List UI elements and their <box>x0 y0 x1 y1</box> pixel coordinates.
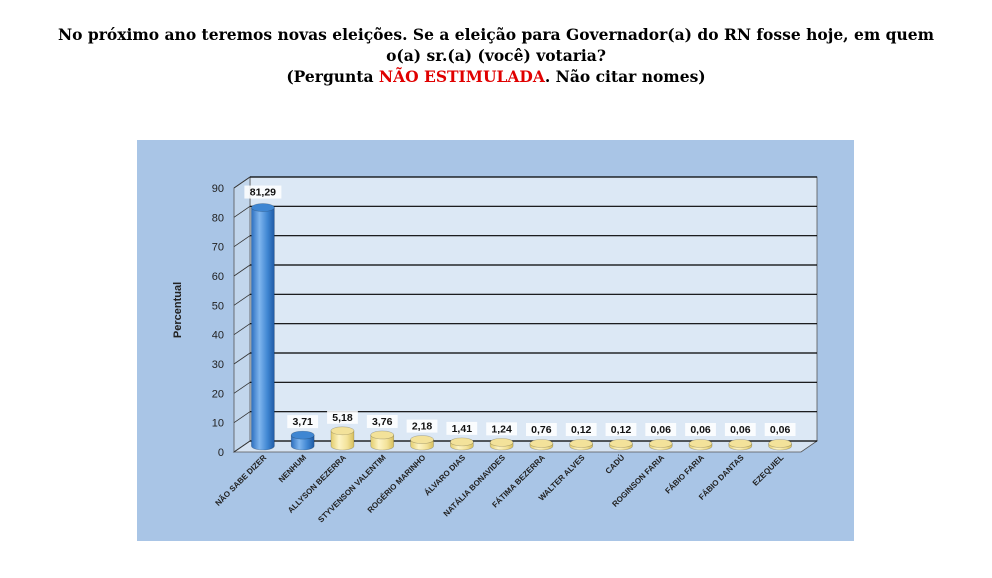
data-label: 0,76 <box>531 424 552 436</box>
bar-top <box>251 203 275 212</box>
gridline-side <box>233 440 251 453</box>
data-label-bg <box>685 423 716 436</box>
bar-top <box>688 439 713 448</box>
bar-top <box>768 439 792 448</box>
title-line-1: No próximo ano teremos novas eleições. S… <box>58 25 934 44</box>
bar <box>370 434 395 451</box>
x-tick-label: NENHUM <box>277 453 308 484</box>
bar-top <box>728 439 753 448</box>
bar <box>330 430 355 451</box>
y-tick-label: 20 <box>212 388 224 400</box>
data-label: 81,29 <box>250 187 276 199</box>
data-label-bg <box>645 423 677 436</box>
bar-top <box>290 430 315 440</box>
data-label-bg <box>525 423 557 436</box>
data-label: 0,06 <box>690 424 711 436</box>
data-label: 0,06 <box>651 424 672 436</box>
data-label: 0,06 <box>770 424 791 436</box>
x-tick-label: FÁBIO FARIA <box>663 453 706 496</box>
plot-group: 0 10 20 30 40 50 60 70 80 90 Percentual 81,29 NÃO SA… <box>172 176 819 525</box>
data-label: 0,06 <box>730 424 751 436</box>
gridline-side <box>233 323 251 335</box>
plot-side-wall <box>233 176 251 453</box>
y-tick-label: 70 <box>212 242 224 254</box>
data-label: 5,18 <box>332 412 353 424</box>
data-label-bg <box>724 423 756 436</box>
chart-title: No próximo ano teremos novas eleições. S… <box>0 24 992 87</box>
data-label: 1,41 <box>452 423 473 435</box>
y-tick-label: 30 <box>212 359 224 371</box>
data-label-bg <box>406 419 438 433</box>
data-label-bg <box>327 410 358 424</box>
title-line-2: o(a) sr.(a) (você) votaria? <box>386 46 606 65</box>
bar <box>251 207 275 451</box>
title-line-3-suffix: . Não citar nomes) <box>544 67 706 86</box>
data-label-bg <box>287 415 319 429</box>
data-label-bg <box>605 423 637 436</box>
gridline-side <box>233 235 251 247</box>
y-tick-label: 10 <box>212 418 224 430</box>
y-tick-label: 40 <box>212 330 224 342</box>
bar-top <box>330 426 355 436</box>
bar-top <box>410 435 434 444</box>
bar-top <box>489 438 514 447</box>
data-label-bg <box>565 423 597 436</box>
gridline-side <box>233 411 251 423</box>
bar-top <box>569 439 593 448</box>
data-label: 3,71 <box>292 416 313 428</box>
x-tick-label: NÃO SABE DIZER <box>214 453 269 508</box>
y-tick-label: 80 <box>212 212 224 224</box>
chart-area: 0 10 20 30 40 50 60 70 80 90 Percentual 81,29 NÃO SA… <box>137 140 854 541</box>
y-tick-label: 90 <box>212 183 224 195</box>
x-tick-label: CADÚ <box>604 453 627 476</box>
x-tick-label: ÁLVARO DIAS <box>423 453 468 498</box>
title-line-3: (Pergunta NÃO ESTIMULADA. Não citar nome… <box>0 66 992 87</box>
y-tick-label: 60 <box>212 271 224 283</box>
gridline-side <box>233 176 251 189</box>
data-label-bg <box>446 421 478 435</box>
plot-back-wall <box>249 176 818 442</box>
x-tick-label: STYVENSON VALENTIM <box>316 453 388 525</box>
bar-chart: 0 10 20 30 40 50 60 70 80 90 Percentual 81,29 NÃO SA… <box>172 176 819 525</box>
data-label: 1,24 <box>491 423 512 435</box>
data-label-bg <box>366 414 398 428</box>
y-tick-label: 0 <box>218 447 224 459</box>
data-label: 2,18 <box>412 421 433 433</box>
y-axis-label: Percentual <box>172 282 184 338</box>
data-label: 3,76 <box>372 416 393 428</box>
data-label-bg <box>764 423 796 436</box>
gridline-side <box>233 382 251 394</box>
x-tick-label: EZEQUIEL <box>751 453 786 488</box>
bar-top <box>450 437 474 447</box>
data-label: 0,12 <box>571 424 592 436</box>
data-label-bg <box>486 422 518 436</box>
gridline-side <box>233 264 251 277</box>
data-label: 0,12 <box>611 424 632 436</box>
title-line-3-prefix: (Pergunta <box>286 67 379 86</box>
gridline-side <box>233 352 251 365</box>
bar-top <box>370 430 395 440</box>
bar-top <box>529 439 554 448</box>
gridline-side <box>233 206 251 218</box>
bar-top <box>648 439 673 448</box>
data-label-bg <box>244 185 282 199</box>
gridline-side <box>233 294 251 306</box>
bar-top <box>609 439 633 448</box>
bar <box>290 434 315 451</box>
title-highlight: NÃO ESTIMULADA <box>378 67 545 86</box>
y-tick-label: 50 <box>212 300 224 312</box>
